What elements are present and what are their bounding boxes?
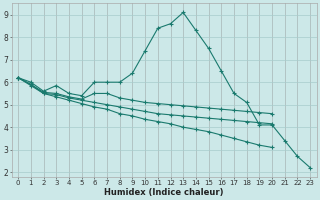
- X-axis label: Humidex (Indice chaleur): Humidex (Indice chaleur): [104, 188, 224, 197]
